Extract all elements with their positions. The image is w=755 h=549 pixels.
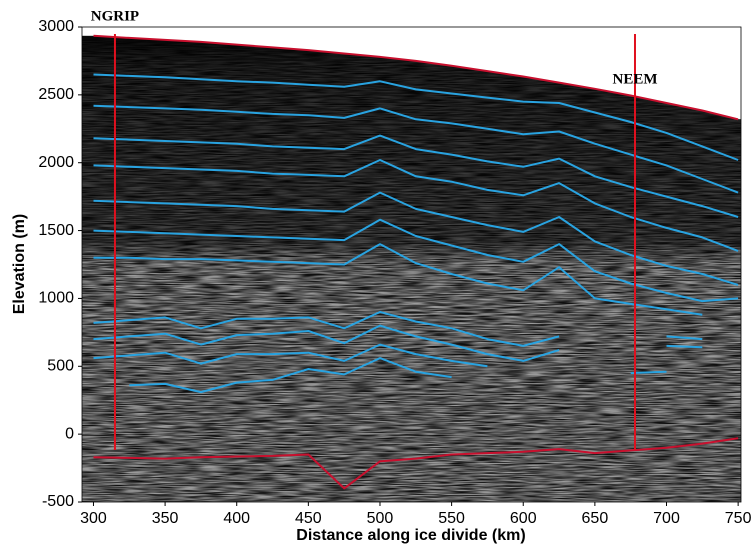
layer-line bbox=[93, 218, 739, 303]
x-tick-label: 450 bbox=[295, 510, 322, 527]
layer-line bbox=[93, 343, 667, 375]
site-label: NGRIP bbox=[91, 8, 139, 24]
layer-line bbox=[93, 243, 703, 316]
layer-line bbox=[129, 357, 452, 394]
layer-line bbox=[93, 134, 739, 218]
y-tick-label: 500 bbox=[47, 358, 74, 375]
x-tick-label: 600 bbox=[510, 510, 537, 527]
x-tick-label: 700 bbox=[653, 510, 680, 527]
x-tick-label: 350 bbox=[152, 510, 179, 527]
x-tick-label: 300 bbox=[80, 510, 107, 527]
layer-line bbox=[93, 73, 739, 161]
y-tick-label: 3000 bbox=[38, 18, 74, 35]
x-tick-label: 650 bbox=[582, 510, 609, 527]
x-tick-label: 500 bbox=[367, 510, 394, 527]
y-tick-label: 2000 bbox=[38, 154, 74, 171]
site-label: NEEM bbox=[612, 71, 657, 87]
y-tick-label: 2500 bbox=[38, 86, 74, 103]
y-tick-label: 0 bbox=[65, 425, 74, 442]
x-tick-label: 400 bbox=[223, 510, 250, 527]
x-tick-label: 550 bbox=[438, 510, 465, 527]
layer-line bbox=[93, 159, 739, 252]
y-tick-label: -500 bbox=[42, 493, 74, 510]
echogram bbox=[82, 35, 741, 502]
y-tick-label: 1500 bbox=[38, 222, 74, 239]
layer-line bbox=[93, 191, 739, 286]
layer-line bbox=[93, 34, 739, 121]
y-tick-label: 1000 bbox=[38, 290, 74, 307]
x-axis-label: Distance along ice divide (km) bbox=[296, 527, 525, 544]
layer-line bbox=[93, 311, 703, 347]
plot-frame bbox=[81, 26, 742, 503]
x-tick-label: 750 bbox=[725, 510, 752, 527]
y-axis-label: Elevation (m) bbox=[11, 214, 28, 314]
layer-line bbox=[93, 324, 703, 362]
layer-line bbox=[93, 104, 739, 194]
layer-line bbox=[93, 437, 739, 490]
